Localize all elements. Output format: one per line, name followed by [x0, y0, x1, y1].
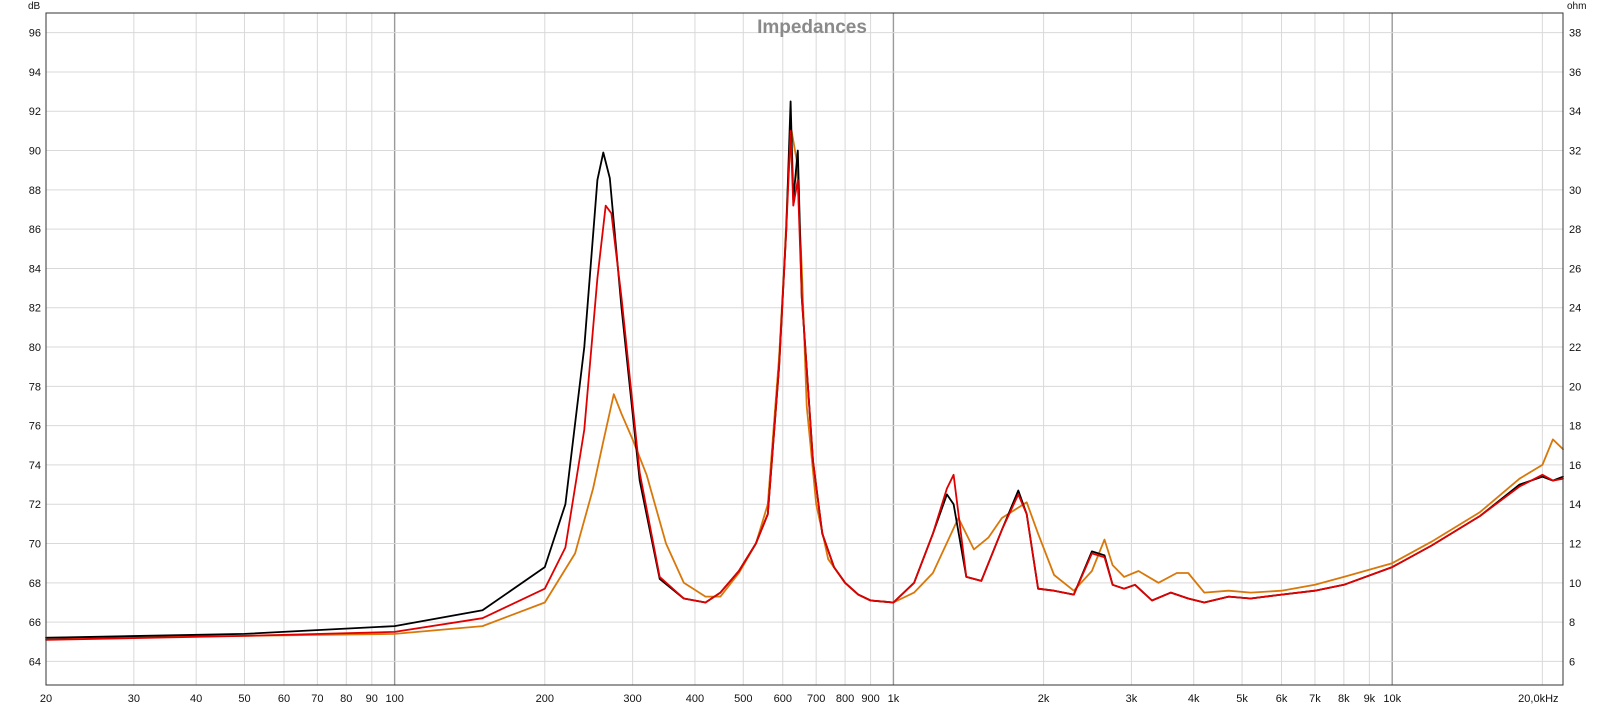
- series-line-1: [45, 130, 1564, 641]
- left-tick-label: 78: [29, 381, 41, 393]
- left-tick-label: 64: [29, 656, 41, 668]
- right-tick-label: 28: [1569, 224, 1581, 236]
- x-tick-label: 600: [774, 693, 792, 705]
- x-tick-label: 80: [340, 693, 352, 705]
- left-tick-label: 74: [29, 460, 41, 472]
- chart-title: Impedances: [757, 17, 867, 38]
- right-tick-label: 12: [1569, 539, 1581, 551]
- x-tick-label: 400: [686, 693, 704, 705]
- left-axis-unit: dB: [28, 1, 41, 12]
- right-tick-label: 16: [1569, 460, 1581, 472]
- right-tick-label: 36: [1569, 67, 1581, 79]
- x-tick-label: 60: [278, 693, 290, 705]
- x-tick-label: 900: [861, 693, 879, 705]
- left-tick-label: 90: [29, 146, 41, 158]
- left-tick-label: 88: [29, 185, 41, 197]
- right-tick-label: 14: [1569, 499, 1581, 511]
- x-tick-label: 50: [238, 693, 250, 705]
- x-tick-label: 10k: [1383, 693, 1401, 705]
- x-tick-label: 5k: [1236, 693, 1248, 705]
- left-tick-label: 76: [29, 421, 41, 433]
- right-tick-label: 24: [1569, 303, 1581, 315]
- x-axis-tick-labels: 20 30 40 50 60 70 80 90 100 200 300 400 500 600 700 800…: [40, 693, 1559, 705]
- left-tick-label: 94: [29, 67, 41, 79]
- right-tick-label: 26: [1569, 263, 1581, 275]
- x-tick-label: 7k: [1309, 693, 1321, 705]
- right-axis-unit: ohm: [1567, 1, 1586, 12]
- left-tick-label: 72: [29, 499, 41, 511]
- right-tick-label: 8: [1569, 617, 1575, 629]
- left-tick-label: 82: [29, 303, 41, 315]
- right-axis-tick-labels: 6 8 10 12 14 16 18 20 22 24 26 28 30 32 34 36 38: [1569, 28, 1581, 669]
- x-tick-label: 100: [385, 693, 403, 705]
- x-tick-label: 30: [128, 693, 140, 705]
- left-axis-tick-labels: 64 66 68 70 72 74 76 78 80 82 84 86 88 90 92 94 96: [29, 28, 41, 669]
- x-tick-label: 500: [734, 693, 752, 705]
- right-tick-label: 34: [1569, 106, 1581, 118]
- x-tick-label: 800: [836, 693, 854, 705]
- left-tick-label: 96: [29, 28, 41, 40]
- x-tick-label: 8k: [1338, 693, 1350, 705]
- right-tick-label: 18: [1569, 421, 1581, 433]
- right-tick-label: 10: [1569, 578, 1581, 590]
- x-tick-label: 1k: [888, 693, 900, 705]
- x-tick-label: 40: [190, 693, 202, 705]
- left-tick-label: 80: [29, 342, 41, 354]
- x-tick-label: 90: [366, 693, 378, 705]
- right-tick-label: 38: [1569, 28, 1581, 40]
- x-tick-label: 2k: [1038, 693, 1050, 705]
- x-tick-label: 200: [536, 693, 554, 705]
- x-tick-label: 4k: [1188, 693, 1200, 705]
- x-tick-label: 20,0kHz: [1518, 693, 1558, 705]
- x-tick-label: 70: [311, 693, 323, 705]
- right-tick-label: 30: [1569, 185, 1581, 197]
- plot-frame: [45, 12, 1564, 686]
- series-layer: [45, 100, 1564, 641]
- right-tick-label: 20: [1569, 381, 1581, 393]
- left-tick-label: 84: [29, 263, 41, 275]
- x-tick-label: 9k: [1364, 693, 1376, 705]
- x-tick-label: 20: [40, 693, 52, 705]
- left-tick-label: 70: [29, 539, 41, 551]
- right-tick-label: 32: [1569, 146, 1581, 158]
- left-tick-label: 92: [29, 106, 41, 118]
- right-tick-label: 6: [1569, 656, 1575, 668]
- x-tick-label: 300: [623, 693, 641, 705]
- x-tick-label: 700: [807, 693, 825, 705]
- left-tick-label: 86: [29, 224, 41, 236]
- left-tick-label: 68: [29, 578, 41, 590]
- right-tick-label: 22: [1569, 342, 1581, 354]
- x-tick-label: 3k: [1126, 693, 1138, 705]
- left-tick-label: 66: [29, 617, 41, 629]
- x-tick-label: 6k: [1276, 693, 1288, 705]
